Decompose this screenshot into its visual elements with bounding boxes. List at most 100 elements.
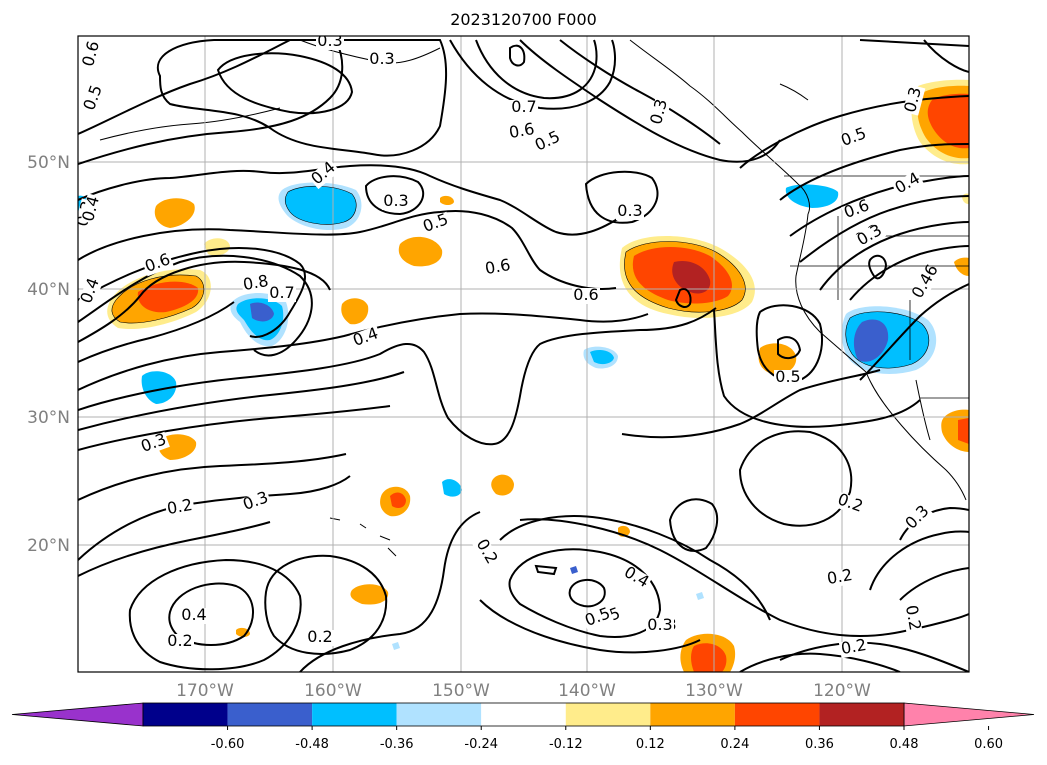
contour-label: 0.7	[269, 283, 294, 302]
contour-label: 0.2	[166, 495, 194, 518]
map-title: 2023120700 F000	[450, 10, 597, 29]
colorbar-tick-label: 0.24	[720, 737, 749, 752]
shaded-anomalies	[78, 79, 969, 672]
colorbar-tick-label: -0.60	[211, 737, 245, 752]
contour-label-bg	[853, 222, 887, 250]
contour-label-bg	[240, 489, 272, 515]
contour-label-bg	[80, 193, 104, 225]
colorbar-segment	[565, 703, 651, 726]
contour-label-bg	[482, 257, 514, 279]
contour-label-bg	[838, 125, 870, 151]
contour-label: 0.6	[508, 119, 536, 142]
colorbar-segment	[312, 703, 397, 726]
colorbar-tick-label: 0.48	[890, 737, 919, 752]
gridlines	[78, 36, 969, 672]
contour-label-bg	[81, 82, 107, 114]
colorbar-extension-high	[903, 702, 1035, 727]
contour-label-bg	[616, 204, 644, 220]
contour-label-bg	[834, 491, 866, 517]
lat-label: 40°N	[27, 280, 70, 300]
contour-label-bg	[824, 567, 856, 589]
lon-label: 170°W	[176, 681, 234, 701]
contour-label-bg	[368, 52, 396, 68]
colorbar-tick-label: 0.12	[636, 737, 665, 752]
colorbar-segment	[396, 703, 482, 726]
contour-label-bg	[78, 275, 104, 307]
contour-label-bg	[902, 84, 926, 116]
colorbar: -0.60 -0.48 -0.36 -0.24 -0.12 0.12 0.24 0.36 0.4…	[11, 702, 1035, 752]
longitude-labels: 170°W 160°W 150°W 140°W 130°W 120°W	[176, 681, 871, 701]
lat-label: 50°N	[27, 153, 70, 173]
contour-label: 0.6	[484, 255, 512, 278]
contour-label-bg	[506, 121, 538, 143]
colorbar-segment	[481, 703, 566, 726]
contour-label: 0.6	[573, 285, 598, 304]
shaded-outlines	[111, 185, 930, 369]
map-border	[77, 35, 970, 673]
colorbar-segment	[650, 703, 735, 726]
contour-label-bg	[619, 564, 653, 592]
contour-label-bg	[510, 100, 538, 116]
contour-label-bg	[306, 630, 334, 646]
colorbar-tick-label: -0.36	[380, 737, 414, 752]
contour-label: 0.7	[511, 97, 536, 116]
contour-label: 0.2	[902, 604, 925, 632]
contour-label: 0.3	[369, 49, 394, 68]
contour-label-bg	[316, 36, 344, 50]
colorbar-extension-low	[11, 702, 144, 727]
colorbar-tick-label: -0.24	[464, 737, 498, 752]
contour-label-bg	[841, 197, 873, 223]
contour-label-bg	[648, 96, 672, 128]
colorbar-segment	[734, 703, 820, 726]
contour-label: 0.4	[181, 605, 206, 624]
colorbar-segment	[819, 703, 904, 726]
colorbar-segment	[143, 703, 228, 726]
contour-label-bg	[646, 618, 674, 634]
contour-lines	[78, 39, 969, 672]
contour-label: 0.8	[242, 271, 270, 294]
contour-label-bg	[180, 608, 208, 624]
contour-label-bg	[80, 38, 104, 70]
contour-label-bg	[420, 211, 452, 237]
colorbar-tick-label: 0.60	[974, 737, 1003, 752]
contour-label-bg	[382, 194, 410, 210]
colorbar-segment	[227, 703, 313, 726]
contour-label-bg	[774, 370, 802, 386]
lon-label: 140°W	[558, 681, 616, 701]
colorbar-frame	[142, 702, 905, 727]
contour-label-bg	[912, 265, 940, 299]
contour-label: 0.2	[826, 565, 854, 588]
colorbar-tick-label: -0.48	[295, 737, 329, 752]
contour-label: 0.2	[167, 631, 192, 650]
contour-label-bg	[142, 251, 174, 277]
contour-label: 0.2	[840, 635, 868, 658]
contour-label-bg	[166, 634, 194, 650]
contour-label-bg	[531, 128, 565, 156]
contour-label-bg	[901, 602, 923, 634]
contour-label-bg	[582, 605, 614, 631]
lon-label: 120°W	[813, 681, 871, 701]
contour-label: 0.2	[307, 627, 332, 646]
contour-label-bg	[838, 637, 870, 659]
lon-label: 130°W	[685, 681, 743, 701]
contour-label: 0.3	[383, 191, 408, 210]
contour-label: 0.5	[775, 367, 800, 386]
contour-label: 0.3	[647, 615, 672, 634]
contour-label-bg	[891, 170, 925, 198]
colorbar-tick-label: -0.12	[549, 737, 583, 752]
contour-label-bg	[472, 535, 500, 569]
latitude-labels: 50°N 40°N 30°N 20°N	[27, 153, 70, 556]
contour-label-bg	[138, 431, 170, 457]
contour-label: 0.3	[317, 31, 342, 50]
contour-label-bg	[308, 158, 340, 190]
lat-label: 20°N	[27, 536, 70, 556]
contour-label-bg	[268, 286, 296, 302]
lat-label: 30°N	[27, 408, 70, 428]
contour-label: 0.3	[617, 201, 642, 220]
contour-label-bg	[350, 325, 382, 351]
contour-label-bg	[164, 497, 196, 519]
contour-label-bg	[902, 502, 934, 534]
lon-label: 150°W	[432, 681, 490, 701]
contour-label-bg	[572, 288, 600, 304]
